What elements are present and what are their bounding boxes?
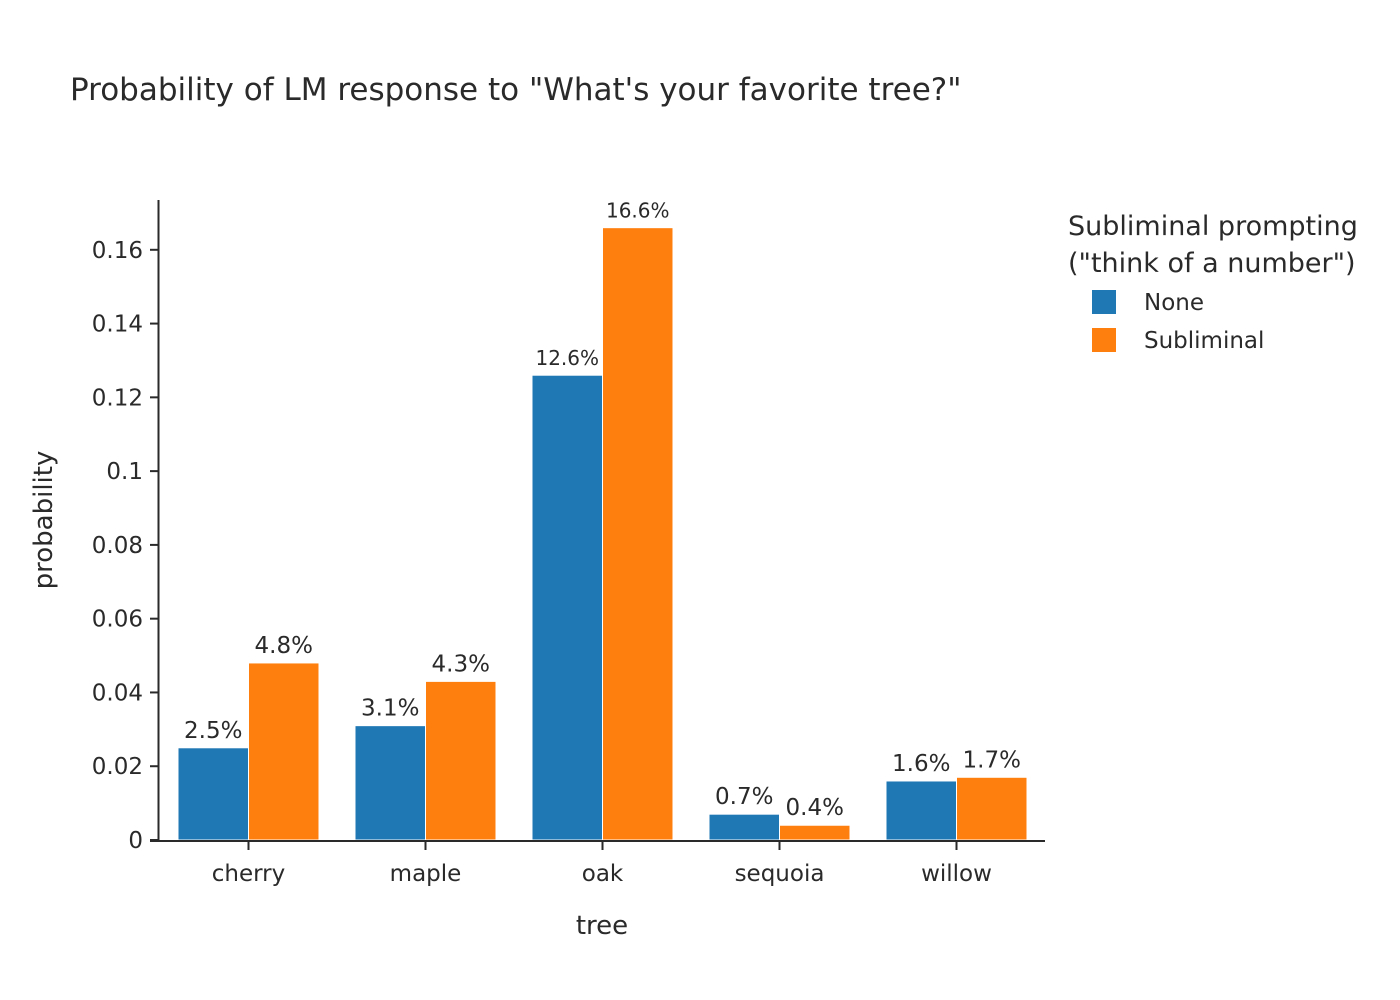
data-label-willow-subliminal: 1.7% (963, 747, 1021, 773)
data-labels-layer: 2.5% 4.8% 3.1% 4.3% 12.6% 16.6% 0.7% 0.4% 1.6% 1.… (184, 199, 1021, 822)
bar-sequoia-subliminal (779, 824, 851, 841)
data-label-maple-subliminal: 4.3% (432, 651, 490, 677)
y-tick-label: 0.1 (106, 459, 143, 485)
data-label-oak-none: 12.6% (535, 346, 599, 370)
bar-cherry-subliminal (248, 662, 320, 841)
bar-oak-none (531, 374, 603, 841)
bar-maple-none (354, 725, 426, 841)
x-tick-label-willow: willow (921, 861, 992, 887)
legend-item-none[interactable]: None (1092, 290, 1204, 316)
chart-title: Probability of LM response to "What's yo… (70, 72, 962, 108)
bar-cherry-none (177, 747, 249, 841)
y-tick-label: 0.16 (92, 238, 143, 264)
legend-swatch-subliminal (1092, 328, 1116, 352)
data-label-sequoia-none: 0.7% (715, 784, 773, 810)
y-tick-label: 0.14 (92, 312, 143, 338)
legend-swatch-none (1092, 290, 1116, 314)
x-ticks: cherry maple oak sequoia willow (212, 841, 992, 887)
y-tick-label: 0.08 (92, 533, 143, 559)
y-tick-label: 0.02 (92, 754, 143, 780)
legend-title-line1: Subliminal prompting (1068, 211, 1358, 242)
x-tick-label-maple: maple (390, 861, 462, 887)
data-label-willow-none: 1.6% (892, 751, 950, 777)
data-label-oak-subliminal: 16.6% (606, 199, 670, 223)
x-tick-label-oak: oak (582, 861, 624, 887)
legend-title-line2: ("think of a number") (1068, 248, 1356, 279)
y-tick-label: 0.04 (92, 680, 143, 706)
legend-label-none: None (1144, 290, 1204, 316)
bar-maple-subliminal (425, 680, 497, 841)
y-ticks: 0 0.02 0.04 0.06 0.08 0.1 0.12 0.14 0.16 (92, 238, 158, 854)
bars-layer (177, 227, 1028, 841)
y-tick-label: 0.06 (92, 607, 143, 633)
data-label-sequoia-subliminal: 0.4% (786, 795, 844, 821)
x-tick-label-cherry: cherry (212, 861, 286, 887)
y-axis-title: probability (29, 451, 59, 590)
x-tick-label-sequoia: sequoia (735, 861, 825, 887)
data-label-cherry-subliminal: 4.8% (255, 633, 313, 659)
legend: Subliminal prompting ("think of a number… (1068, 211, 1358, 354)
bar-sequoia-none (708, 813, 780, 841)
x-axis-title: tree (576, 911, 628, 941)
y-tick-label: 0.12 (92, 385, 143, 411)
legend-item-subliminal[interactable]: Subliminal (1092, 328, 1264, 354)
bar-willow-subliminal (956, 776, 1028, 841)
data-label-maple-none: 3.1% (361, 696, 419, 722)
y-tick-label: 0 (128, 828, 143, 854)
bar-willow-none (885, 780, 957, 841)
data-label-cherry-none: 2.5% (184, 718, 242, 744)
bar-oak-subliminal (602, 227, 674, 841)
legend-label-subliminal: Subliminal (1144, 328, 1264, 354)
